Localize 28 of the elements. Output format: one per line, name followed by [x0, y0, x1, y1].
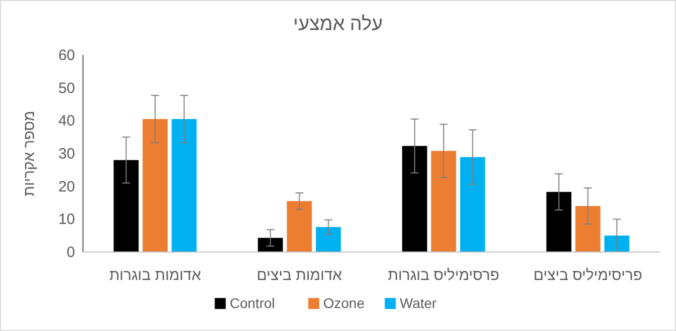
x-tick-label: אדומות בוגרות — [109, 267, 202, 284]
bar — [142, 119, 168, 252]
bar — [431, 150, 456, 252]
y-tick-label: 40 — [58, 112, 75, 130]
bar — [460, 157, 486, 252]
bar — [546, 192, 572, 252]
bar — [114, 160, 139, 252]
y-tick-label: 20 — [58, 178, 75, 196]
legend-label: Control — [230, 295, 275, 311]
y-axis-title: מספר אקריות — [21, 110, 38, 196]
bar — [286, 201, 312, 252]
y-tick-label: 0 — [66, 244, 75, 261]
bar — [258, 238, 283, 252]
chart-title: עלה אמצעי — [293, 14, 383, 35]
y-tick-label: 50 — [58, 80, 75, 97]
y-tick-label: 60 — [58, 47, 75, 64]
legend-label: Ozone — [323, 295, 365, 311]
bar — [172, 119, 197, 252]
y-tick-label: 30 — [58, 146, 75, 162]
x-tick-label: אדומות ביצים — [256, 267, 343, 284]
legend-label: Water — [400, 295, 437, 311]
x-tick-label: פריסימיליס ביצים — [534, 267, 642, 284]
y-tick-label: 10 — [58, 211, 75, 228]
bar — [604, 236, 630, 252]
bar — [402, 146, 428, 252]
bar — [316, 227, 341, 252]
x-tick-label: פרסימיליס בוגרות — [388, 267, 500, 284]
bar — [575, 206, 600, 252]
